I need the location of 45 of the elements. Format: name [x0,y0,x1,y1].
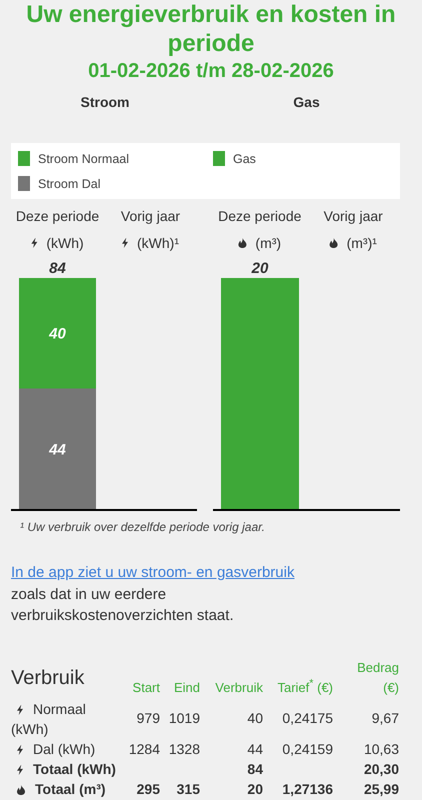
x-tick-label: Deze periode (kWh) [16,208,100,251]
category-label: Totaal (m³) [35,781,106,797]
text: zoals dat in uw eerdere verbruikskostenoverzichten staat. [11,584,235,626]
text: 40 [247,710,263,726]
text: 295 [136,780,160,796]
data-label: 20 [250,260,269,277]
text: ¹ Uw verbruik over dezelfde periode vorig jaar. [20,520,265,534]
text: 315 [176,780,200,796]
legend-label: Stroom Dal [38,176,101,190]
text: 9,67 [372,710,399,726]
text: 1019 [168,710,200,726]
category-label: Normaal (kWh) [11,700,86,736]
legend-label: Stroom Normaal [38,152,129,166]
text: 10,63 [364,740,399,756]
data-label: 40 [48,326,66,343]
text: 20 [247,780,263,796]
text: 20,30 [364,760,399,776]
category-label: Totaal (kWh) [33,761,116,777]
chart-title: Gas [293,94,320,110]
text: Gas [233,152,256,166]
x-tick-label: Vorig jaar (kWh)¹ [120,208,180,251]
category-label: Start [132,680,160,695]
text: 84 [247,760,263,776]
x-tick-label: Deze periode (m³) [218,208,302,251]
text: 01-02-2026 t/m 28-02-2026 [88,60,334,82]
text: Verbruik [11,667,84,689]
category-label: Dal (kWh) [33,741,96,757]
text: 44 [247,740,263,756]
text: 0,24175 [282,710,333,726]
category-label: Tarief$^{*}$ (€) [277,678,333,695]
text: 0,24159 [282,740,333,756]
category-label: Verbruik [215,680,263,695]
text: 1284 [128,740,160,756]
total-label: 84 [49,260,66,277]
text: In de app ziet u uw stroom- en gasverbruik [11,564,294,581]
text: 1328 [168,740,200,756]
text: 1,27136 [282,780,333,796]
text: 979 [136,710,160,726]
data-label: 44 [48,442,66,459]
text: 25,99 [364,780,399,796]
chart-title: Stroom [80,94,130,110]
category-label: Bedrag (€) [357,660,399,695]
category-label: Eind [174,680,200,695]
x-tick-label: Vorig jaar (m³)¹ [324,208,384,251]
text: Uw energieverbruik en kosten in periode [26,1,396,57]
